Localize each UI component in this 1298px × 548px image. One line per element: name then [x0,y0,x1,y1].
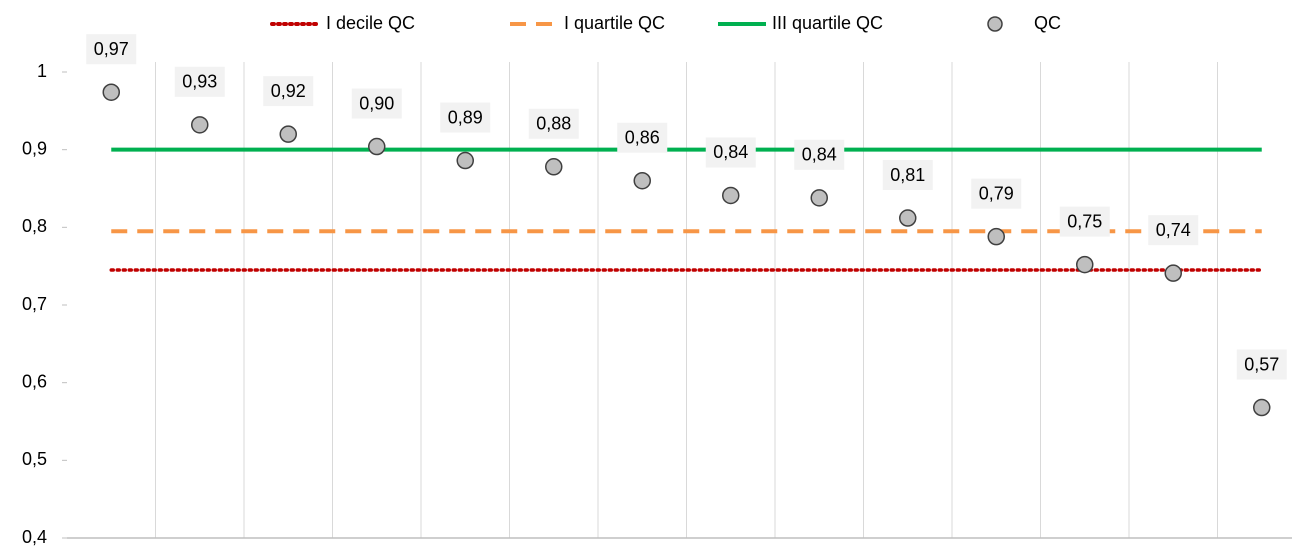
data-label-bg [882,160,933,191]
data-label: 0,79 [979,183,1014,203]
point [1076,255,1094,274]
data-label: 0,90 [359,93,394,113]
point [456,151,474,170]
data-label: 0,84 [713,142,748,162]
data-label: 0,92 [271,81,306,101]
data-label-bg [971,178,1022,209]
point [633,171,651,190]
point [279,125,297,143]
data-label-bg [705,137,756,168]
point [987,227,1005,246]
data-label-bg [1148,215,1199,246]
legend-marker [987,16,1003,32]
data-label-bg [617,122,668,153]
data-label-bg [263,76,314,107]
legend-label: I decile QC [326,13,415,33]
data-label: 0,57 [1244,354,1279,374]
data-label: 0,97 [94,39,129,59]
data-label-bg [1236,349,1287,380]
y-tick-label: 0,4 [22,527,47,547]
data-label: 0,86 [625,127,660,147]
point [545,158,563,176]
data-label-bg [351,88,402,119]
point [1253,398,1271,417]
data-label-bg [86,34,137,65]
point [1164,264,1182,282]
data-label: 0,75 [1067,211,1102,231]
point [899,209,917,227]
point [810,189,828,207]
y-tick-label: 0,7 [22,294,47,314]
data-label: 0,89 [448,107,483,127]
data-label-bg [528,108,579,139]
legend-label: I quartile QC [564,13,665,33]
y-tick-label: 0,9 [22,138,47,158]
point [102,83,120,101]
y-tick-label: 0,5 [22,449,47,469]
data-label-bg [794,139,845,170]
y-tick-label: 0,8 [22,216,47,236]
legend-label: QC [1034,13,1061,33]
point [368,137,386,156]
y-tick-label: 0,6 [22,371,47,391]
data-label: 0,84 [802,145,837,165]
data-label-bg [174,66,225,97]
point [191,116,209,134]
data-label: 0,74 [1156,220,1191,240]
data-label: 0,88 [536,114,571,134]
data-label-bg [1059,206,1110,237]
y-tick-label: 1 [37,61,47,81]
data-label-bg [440,102,491,133]
data-label: 0,81 [890,165,925,185]
data-label: 0,93 [182,72,217,92]
legend-label: III quartile QC [772,13,883,33]
point [722,186,740,205]
